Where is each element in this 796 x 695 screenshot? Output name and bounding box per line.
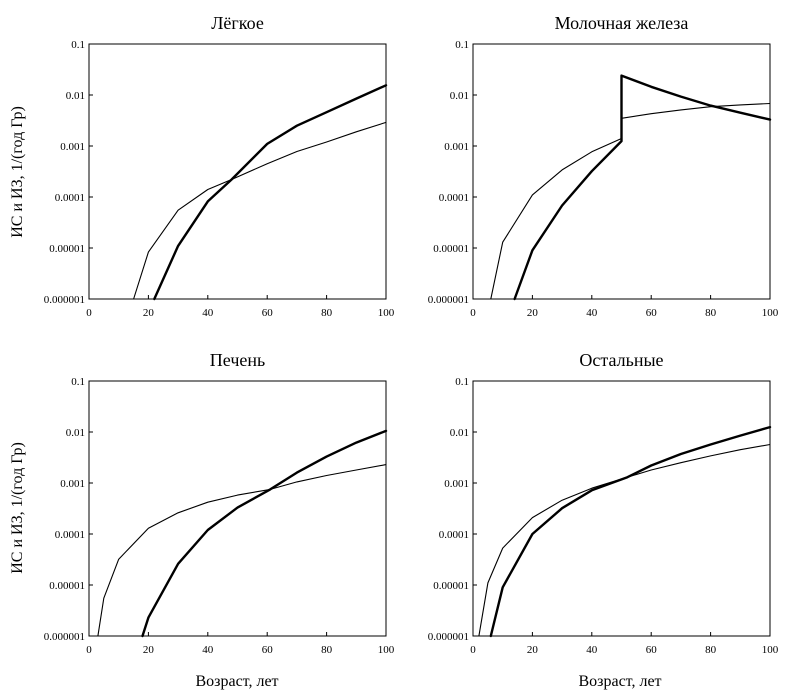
x-tick-label: 80 [321,644,333,656]
y-tick-label: 0.01 [66,90,85,102]
y-tick-label: 0.001 [60,141,85,153]
y-axis-label-top: ИС и ИЗ, 1/(год Гр) [9,106,26,238]
y-tick-label: 0.001 [60,478,85,490]
x-tick-label: 20 [143,644,155,656]
x-tick-label: 100 [378,644,395,656]
series-line-thick [153,84,388,301]
series-line-thin [490,102,771,300]
x-tick-label: 80 [705,307,717,319]
x-tick-label: 20 [527,644,539,656]
plot-frame [88,380,387,637]
x-tick-label: 80 [321,307,333,319]
y-tick-label: 0.1 [71,39,85,51]
x-tick-label: 100 [762,307,779,319]
chart-panel-2: Молочная железа 0.000001 0.00001 0.0001 0.00… [428,13,779,319]
x-tick-label: 80 [705,644,717,656]
y-tick-label: 0.001 [444,478,469,490]
x-tick-label: 60 [646,307,658,319]
y-tick-label: 0.00001 [433,243,469,255]
y-tick-label: 0.0001 [55,192,85,204]
series-line-thick [513,74,772,301]
x-tick-label: 20 [527,307,539,319]
y-tick-label: 0.1 [455,39,469,51]
x-axis-label-right: Возраст, лет [578,673,661,690]
y-tick-label: 0.000001 [428,294,469,306]
x-tick-label: 100 [378,307,395,319]
x-tick-label: 0 [86,307,92,319]
y-tick-label: 0.01 [66,427,85,439]
x-tick-label: 40 [586,307,598,319]
x-tick-label: 100 [762,644,779,656]
series-line-thin [97,464,387,637]
chart-title: Молочная железа [555,13,689,33]
plot-frame [472,380,771,637]
y-tick-label: 0.0001 [55,529,85,541]
series-line-thin [133,121,387,300]
y-tick-label: 0.001 [444,141,469,153]
series-line-thick [489,425,772,638]
y-axis-label-bottom: ИС и ИЗ, 1/(год Гр) [9,442,26,574]
x-tick-label: 40 [202,644,214,656]
y-tick-label: 0.000001 [44,631,85,643]
series-line-thin [478,443,771,637]
y-tick-label: 0.000001 [44,294,85,306]
x-tick-label: 60 [646,644,658,656]
series-line-thick [141,429,388,638]
y-tick-label: 0.000001 [428,631,469,643]
chart-panel-1: Лёгкое 0.000001 0.00001 0.0001 0.001 0.01 0.1 0… [44,13,395,319]
y-tick-label: 0.0001 [439,192,469,204]
x-tick-label: 20 [143,307,155,319]
y-tick-label: 0.1 [71,376,85,388]
chart-title: Печень [210,350,265,370]
chart-title: Остальные [579,350,663,370]
chart-panel-4: Остальные 0.000001 0.00001 0.0001 0.001 0.01 0… [428,350,779,656]
y-tick-label: 0.01 [450,427,469,439]
x-tick-label: 60 [262,644,274,656]
y-tick-label: 0.00001 [433,580,469,592]
x-tick-label: 0 [86,644,92,656]
y-tick-label: 0.1 [455,376,469,388]
chart-panel-3: Печень 0.000001 0.00001 0.0001 0.001 0.01 0.1 0… [44,350,395,656]
plot-frame [88,43,387,300]
x-tick-label: 40 [202,307,214,319]
x-tick-label: 60 [262,307,274,319]
x-axis-label-left: Возраст, лет [195,673,278,690]
y-tick-label: 0.00001 [49,580,85,592]
y-tick-label: 0.0001 [439,529,469,541]
x-tick-label: 0 [470,307,476,319]
x-tick-label: 0 [470,644,476,656]
x-tick-label: 40 [586,644,598,656]
y-tick-label: 0.01 [450,90,469,102]
y-tick-label: 0.00001 [49,243,85,255]
chart-title: Лёгкое [211,13,264,33]
plot-frame [472,43,771,300]
